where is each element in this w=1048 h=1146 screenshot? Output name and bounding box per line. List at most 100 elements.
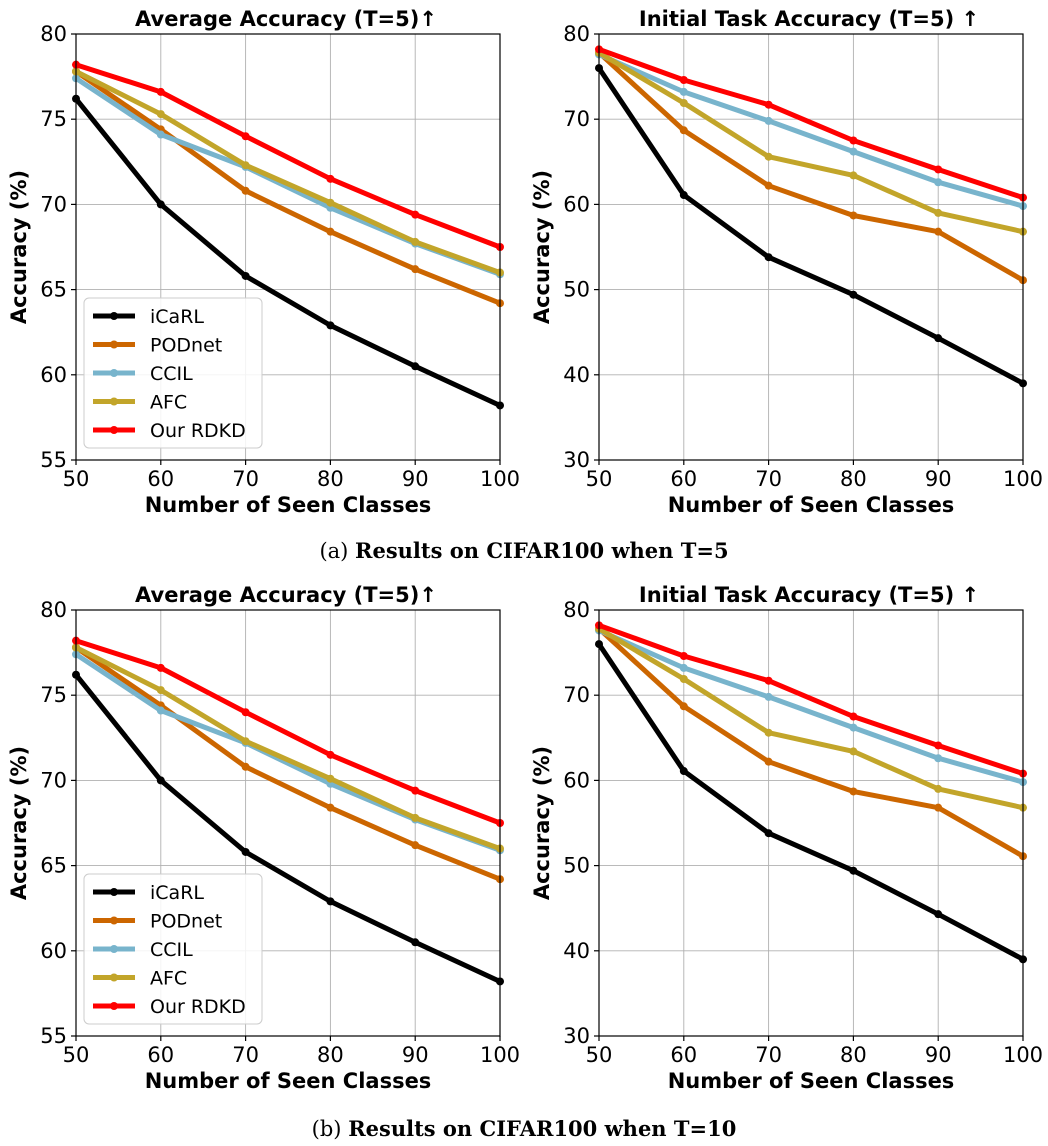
data-point-icarl <box>156 200 165 209</box>
data-point-afc <box>679 99 688 108</box>
data-point-podnet <box>934 803 943 812</box>
y-axis-label: Accuracy (%) <box>530 170 554 324</box>
y-tick-label: 55 <box>40 1024 67 1048</box>
data-point-our-rdkd <box>849 136 858 145</box>
x-tick-label: 60 <box>147 467 174 491</box>
x-tick-label: 100 <box>480 1043 520 1067</box>
legend-swatch-marker <box>110 369 118 377</box>
x-tick-label: 100 <box>1003 467 1043 491</box>
legend-swatch-marker <box>110 312 118 320</box>
series-line-podnet <box>74 645 501 882</box>
data-point-our-rdkd <box>326 750 335 759</box>
y-tick-label: 65 <box>40 278 67 302</box>
data-point-afc <box>849 747 858 756</box>
series-line-icarl <box>74 673 502 984</box>
data-point-afc <box>156 686 165 695</box>
series-line-podnet <box>597 50 1025 283</box>
data-point-afc <box>411 813 420 822</box>
data-point-podnet <box>326 227 335 236</box>
data-point-afc <box>764 152 773 161</box>
legend-entry-label: PODnet <box>150 911 222 933</box>
y-tick-label: 80 <box>563 22 590 46</box>
data-point-podnet <box>679 702 688 711</box>
series-line-afc <box>74 69 501 275</box>
data-point-ccil <box>679 663 688 672</box>
x-axis-label: Number of Seen Classes <box>668 1069 955 1093</box>
caption-b-text: Results on CIFAR100 when T=10 <box>348 1116 737 1141</box>
y-tick-label: 30 <box>563 448 590 472</box>
data-point-podnet <box>934 227 943 236</box>
data-point-our-rdkd <box>849 712 858 721</box>
y-axis-label: Accuracy (%) <box>7 746 31 900</box>
data-point-podnet <box>764 181 773 190</box>
data-point-icarl <box>764 829 773 838</box>
data-point-our-rdkd <box>241 708 250 717</box>
x-tick-label: 80 <box>317 1043 344 1067</box>
y-tick-label: 80 <box>40 598 67 622</box>
data-point-podnet <box>764 757 773 766</box>
legend-swatch-marker <box>110 1002 118 1010</box>
data-point-icarl <box>934 334 943 343</box>
data-point-icarl <box>326 897 335 906</box>
x-tick-label: 90 <box>925 467 952 491</box>
data-point-afc <box>156 110 165 119</box>
data-point-podnet <box>849 211 858 220</box>
legend-swatch-marker <box>110 945 118 953</box>
data-point-podnet <box>679 126 688 135</box>
x-tick-label: 70 <box>232 467 259 491</box>
data-point-icarl <box>326 321 335 330</box>
chart-title: Initial Task Accuracy (T=5) ↑ <box>639 7 979 31</box>
y-tick-label: 80 <box>40 22 67 46</box>
data-point-icarl <box>849 866 858 875</box>
y-tick-label: 70 <box>40 192 67 216</box>
y-tick-label: 30 <box>563 1024 590 1048</box>
x-axis-label: Number of Seen Classes <box>668 493 955 517</box>
x-tick-label: 50 <box>586 467 613 491</box>
chart-4: 50 60 70 80 90 100 30 40 50 60 70 80 Initial Task Ac… <box>530 583 1043 1093</box>
x-tick-label: 80 <box>317 467 344 491</box>
data-point-ccil <box>764 692 773 701</box>
legend-entry-label: PODnet <box>150 335 222 357</box>
data-point-icarl <box>156 776 165 785</box>
legend-entry-label: Our RDKD <box>150 420 246 442</box>
chart-title: Initial Task Accuracy (T=5) ↑ <box>639 583 979 607</box>
x-tick-label: 90 <box>402 1043 429 1067</box>
data-point-ccil <box>849 723 858 732</box>
y-tick-label: 75 <box>40 107 67 131</box>
series-line-afc <box>74 645 501 851</box>
legend-entry-label: CCIL <box>150 939 193 961</box>
series-line-icarl <box>74 97 502 408</box>
x-tick-label: 50 <box>63 467 90 491</box>
data-point-our-rdkd <box>679 76 688 85</box>
data-point-podnet <box>849 787 858 796</box>
data-point-afc <box>326 774 335 783</box>
y-tick-label: 80 <box>563 598 590 622</box>
caption-b: (b) Results on CIFAR100 when T=10 <box>0 1116 1048 1141</box>
data-point-our-rdkd <box>411 210 420 219</box>
data-point-our-rdkd <box>411 786 420 795</box>
y-tick-label: 40 <box>563 939 590 963</box>
legend-entry-label: AFC <box>150 968 187 990</box>
data-point-podnet <box>411 265 420 274</box>
data-point-afc <box>849 171 858 180</box>
legend-entry-label: CCIL <box>150 363 193 385</box>
x-tick-label: 60 <box>670 1043 697 1067</box>
legend: iCaRL PODnet CCIL AFC Our RDKD <box>83 297 263 449</box>
data-point-our-rdkd <box>934 165 943 174</box>
legend-entry-label: iCaRL <box>150 882 204 904</box>
series-line-ccil <box>597 52 1024 209</box>
x-tick-label: 80 <box>840 467 867 491</box>
legend-swatch-marker <box>110 888 118 896</box>
data-point-ccil <box>156 130 165 139</box>
data-point-our-rdkd <box>156 663 165 672</box>
y-tick-label: 65 <box>40 854 67 878</box>
data-point-icarl <box>411 938 420 947</box>
caption-a-label: (a) <box>319 539 349 563</box>
y-tick-label: 50 <box>563 854 590 878</box>
y-tick-label: 60 <box>563 192 590 216</box>
data-point-icarl <box>241 271 250 280</box>
x-tick-label: 90 <box>402 467 429 491</box>
x-tick-label: 100 <box>480 467 520 491</box>
data-point-afc <box>934 784 943 793</box>
legend-entry-label: Our RDKD <box>150 996 246 1018</box>
